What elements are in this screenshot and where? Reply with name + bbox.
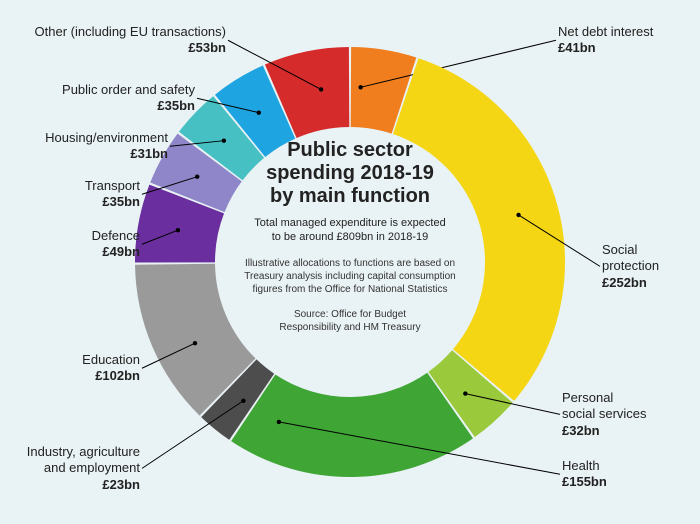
leader-dot-other: [319, 87, 323, 91]
label-name-pss: Personalsocial services: [562, 390, 647, 423]
leader-dot-defence: [176, 228, 180, 232]
chart-stage: Public sectorspending 2018-19by main fun…: [0, 0, 700, 524]
label-name-social: Socialprotection: [602, 242, 659, 275]
label-value-defence: £49bn: [92, 244, 140, 260]
leader-dot-health: [277, 420, 281, 424]
leader-dot-transport: [195, 174, 199, 178]
label-name-health: Health: [562, 458, 607, 474]
label-pss: Personalsocial services£32bn: [562, 390, 647, 439]
label-health: Health£155bn: [562, 458, 607, 491]
center-text-block: Public sectorspending 2018-19by main fun…: [217, 139, 483, 344]
label-name-order: Public order and safety: [62, 82, 195, 98]
label-name-other: Other (including EU transactions): [35, 24, 226, 40]
label-housing: Housing/environment£31bn: [45, 130, 168, 163]
label-net_debt: Net debt interest£41bn: [558, 24, 653, 57]
leader-dot-education: [193, 341, 197, 345]
label-name-education: Education: [82, 352, 140, 368]
label-name-transport: Transport: [85, 178, 140, 194]
label-value-housing: £31bn: [45, 146, 168, 162]
label-iae: Industry, agricultureand employment£23bn: [27, 444, 140, 493]
label-value-health: £155bn: [562, 474, 607, 490]
label-value-social: £252bn: [602, 275, 659, 291]
leader-dot-iae: [241, 399, 245, 403]
label-social: Socialprotection£252bn: [602, 242, 659, 291]
label-value-other: £53bn: [35, 40, 226, 56]
chart-source: Source: Office for BudgetResponsibility …: [217, 308, 483, 334]
label-value-order: £35bn: [62, 98, 195, 114]
label-value-pss: £32bn: [562, 423, 647, 439]
leader-dot-social: [516, 213, 520, 217]
label-education: Education£102bn: [82, 352, 140, 385]
leader-dot-pss: [463, 391, 467, 395]
label-value-transport: £35bn: [85, 194, 140, 210]
label-name-net_debt: Net debt interest: [558, 24, 653, 40]
label-name-defence: Defence: [92, 228, 140, 244]
label-name-housing: Housing/environment: [45, 130, 168, 146]
label-value-net_debt: £41bn: [558, 40, 653, 56]
chart-note: Illustrative allocations to functions ar…: [217, 257, 483, 296]
leader-dot-net_debt: [358, 85, 362, 89]
slice-health: [231, 373, 473, 477]
label-order: Public order and safety£35bn: [62, 82, 195, 115]
label-name-iae: Industry, agricultureand employment: [27, 444, 140, 477]
label-value-education: £102bn: [82, 368, 140, 384]
leader-dot-order: [257, 110, 261, 114]
label-transport: Transport£35bn: [85, 178, 140, 211]
label-other: Other (including EU transactions)£53bn: [35, 24, 226, 57]
label-defence: Defence£49bn: [92, 228, 140, 261]
label-value-iae: £23bn: [27, 477, 140, 493]
chart-subtitle: Total managed expenditure is expectedto …: [217, 216, 483, 245]
chart-title: Public sectorspending 2018-19by main fun…: [217, 139, 483, 208]
